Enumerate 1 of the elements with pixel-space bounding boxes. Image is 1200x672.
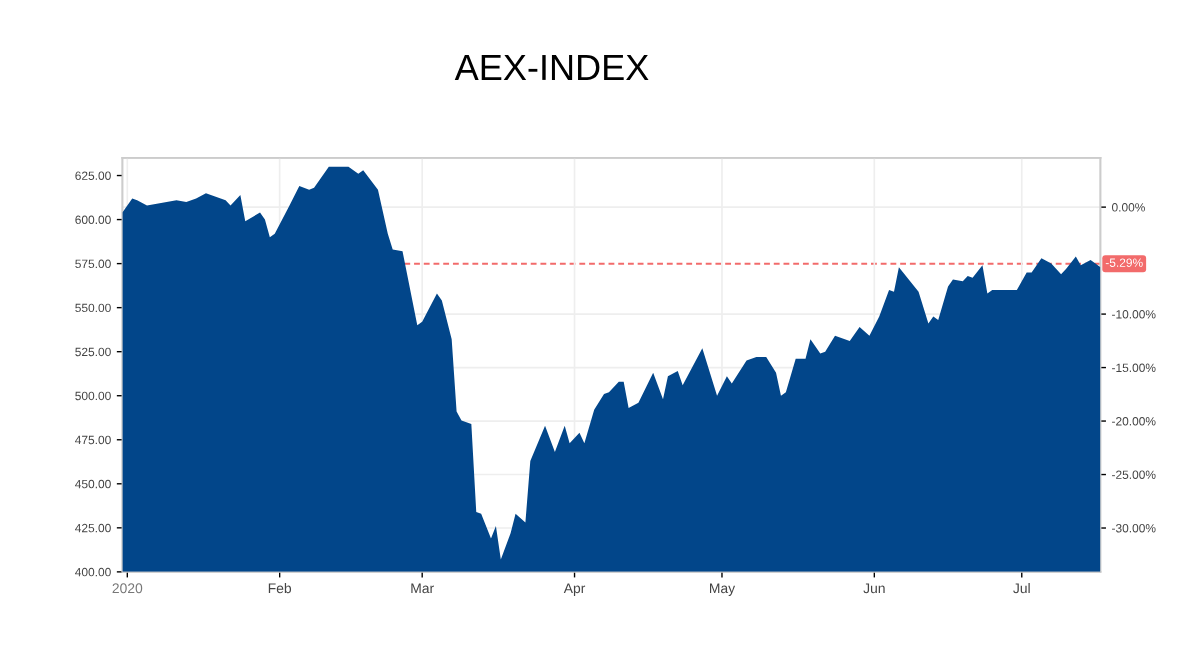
chart-title: AEX-INDEX [454, 55, 649, 80]
